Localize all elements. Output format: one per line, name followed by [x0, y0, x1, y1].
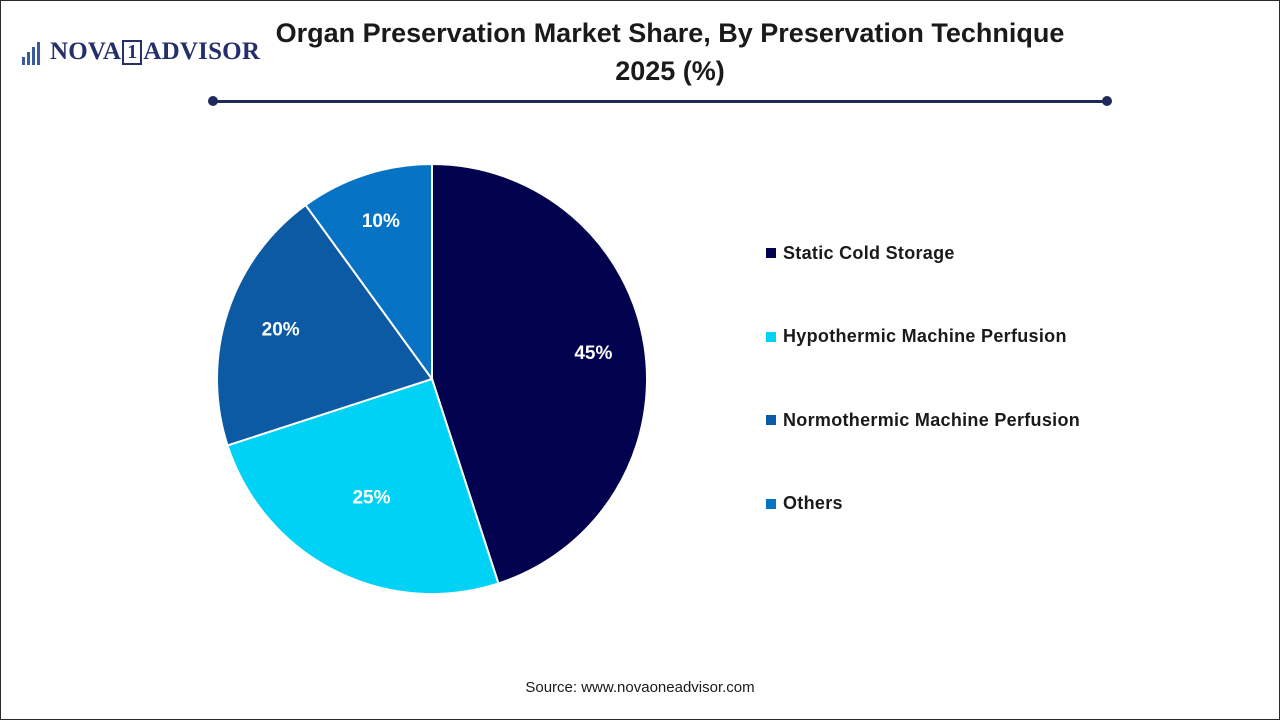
- nova-advisor-logo: NOVA 1 ADVISOR: [20, 36, 260, 68]
- chart-subtitle: 2025 (%): [615, 56, 725, 86]
- pie-slice-normothermic-machine-perfusion: [216, 203, 434, 447]
- legend-label: Static Cold Storage: [783, 242, 955, 263]
- chart-legend: Static Cold Storage Hypothermic Machine P…: [766, 240, 1080, 574]
- legend-swatch: [766, 415, 776, 425]
- title-underline-left-dot: [208, 96, 218, 106]
- source-note: Source: www.novaoneadvisor.com: [525, 679, 755, 696]
- pie-value-label: 25%: [352, 487, 390, 508]
- legend-swatch: [766, 248, 776, 258]
- pie-slice-others: [304, 162, 433, 383]
- bar-chart-icon: [20, 39, 48, 65]
- title-underline: [213, 100, 1107, 103]
- logo-text-right: ADVISOR: [143, 38, 261, 65]
- chart-title-block: Organ Preservation Market Share, By Pres…: [260, 14, 1080, 90]
- pie-slice-static-cold-storage: [431, 162, 648, 585]
- legend-item: Normothermic Machine Perfusion: [766, 407, 1080, 433]
- pie-value-label: 10%: [362, 211, 400, 232]
- pie-slice-hypothermic-machine-perfusion: [226, 377, 500, 595]
- legend-label: Others: [783, 493, 843, 513]
- chart-title: Organ Preservation Market Share, By Pres…: [275, 18, 1065, 48]
- title-underline-right-dot: [1102, 96, 1112, 106]
- legend-item: Hypothermic Machine Perfusion: [766, 324, 1080, 350]
- pie-value-label: 20%: [262, 319, 300, 340]
- logo-wordmark: NOVA 1 ADVISOR: [50, 38, 260, 66]
- logo-text-left: NOVA: [50, 38, 122, 65]
- legend-swatch: [766, 331, 776, 342]
- legend-swatch: [766, 498, 776, 509]
- legend-label: Hypothermic Machine Perfusion: [783, 326, 1067, 346]
- legend-item: Static Cold Storage: [766, 240, 1080, 266]
- pie-value-label: 45%: [574, 343, 612, 364]
- legend-item: Others: [766, 491, 1080, 517]
- legend-label: Normothermic Machine Perfusion: [783, 409, 1081, 430]
- logo-text-one: 1: [122, 39, 143, 65]
